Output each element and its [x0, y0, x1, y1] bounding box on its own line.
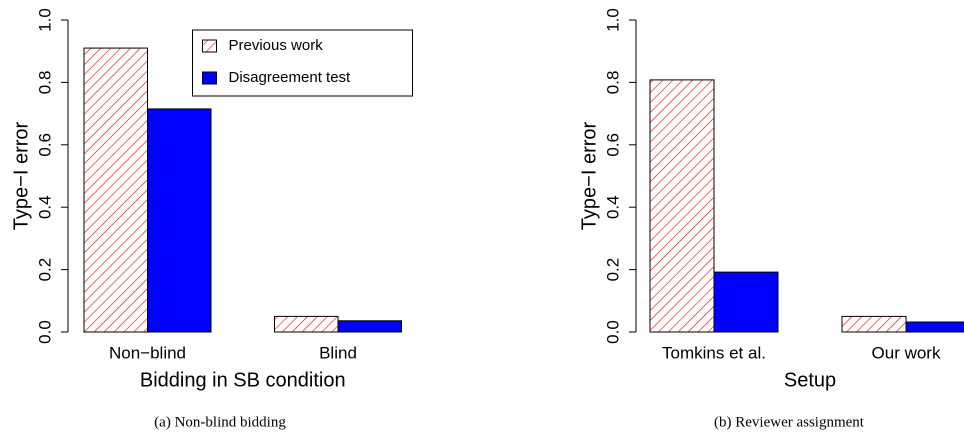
x-tick-label: Non−blind — [109, 343, 186, 362]
y-tick-label: 1.0 — [603, 8, 622, 32]
x-axis-title: Setup — [784, 369, 836, 391]
legend-label: Previous work — [229, 37, 324, 54]
caption: (a) Non-blind bidding — [154, 414, 286, 430]
legend-label: Disagreement test — [229, 69, 352, 86]
x-tick-label: Tomkins et al. — [662, 343, 766, 362]
bar — [337, 320, 402, 333]
legend-swatch — [202, 71, 217, 85]
y-tick-label: 0.4 — [35, 195, 54, 219]
y-tick-label: 0.8 — [35, 71, 54, 95]
bar — [274, 315, 339, 333]
bar — [841, 315, 907, 333]
y-tick-label: 0.2 — [35, 258, 54, 282]
y-tick-label: 0.0 — [35, 320, 54, 344]
bar — [713, 271, 779, 333]
bar — [83, 47, 148, 333]
bar — [905, 321, 964, 333]
y-axis-title: Type−I error — [578, 121, 600, 230]
y-tick-label: 0.2 — [603, 258, 622, 282]
y-tick-label: 0.6 — [35, 133, 54, 157]
x-axis-title: Bidding in SB condition — [140, 369, 346, 391]
y-tick-label: 0.4 — [603, 195, 622, 219]
y-tick-label: 0.8 — [603, 71, 622, 95]
legend-swatch — [202, 39, 217, 53]
caption: (b) Reviewer assignment — [714, 414, 865, 430]
y-tick-label: 0.0 — [603, 320, 622, 344]
y-axis-title: Type−I error — [10, 121, 32, 230]
bar — [147, 108, 212, 333]
bar — [649, 79, 715, 333]
x-tick-label: Our work — [872, 343, 941, 362]
y-tick-label: 0.6 — [603, 133, 622, 157]
legend-box — [192, 29, 413, 97]
x-tick-label: Blind — [319, 343, 357, 362]
y-tick-label: 1.0 — [35, 8, 54, 32]
